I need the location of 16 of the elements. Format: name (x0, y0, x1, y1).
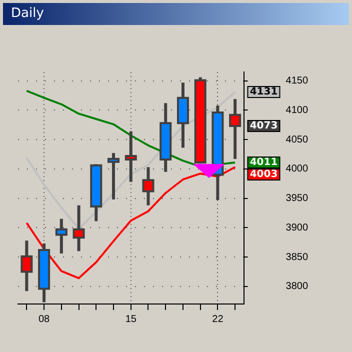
data-label: 4011 (250, 157, 278, 168)
data-label: 4131 (250, 86, 278, 98)
y-tick-label: 3800 (286, 281, 308, 292)
x-tick-label: 22 (212, 314, 224, 325)
y-tick-label: 4000 (286, 164, 308, 175)
text: 4073 (250, 120, 278, 132)
y-tick-label: 3850 (286, 252, 308, 263)
y-tick-label: 3950 (286, 193, 308, 204)
y-tick-label: 4150 (286, 76, 308, 87)
x-tick-label: 08 (38, 314, 50, 325)
x-tick-label: 15 (125, 314, 137, 325)
data-label: 4003 (250, 169, 278, 180)
y-tick-label: 3900 (286, 222, 308, 234)
y-tick-label: 4050 (286, 134, 308, 146)
y-tick-label: 4100 (286, 104, 308, 116)
chart-title: Daily (3, 3, 349, 25)
